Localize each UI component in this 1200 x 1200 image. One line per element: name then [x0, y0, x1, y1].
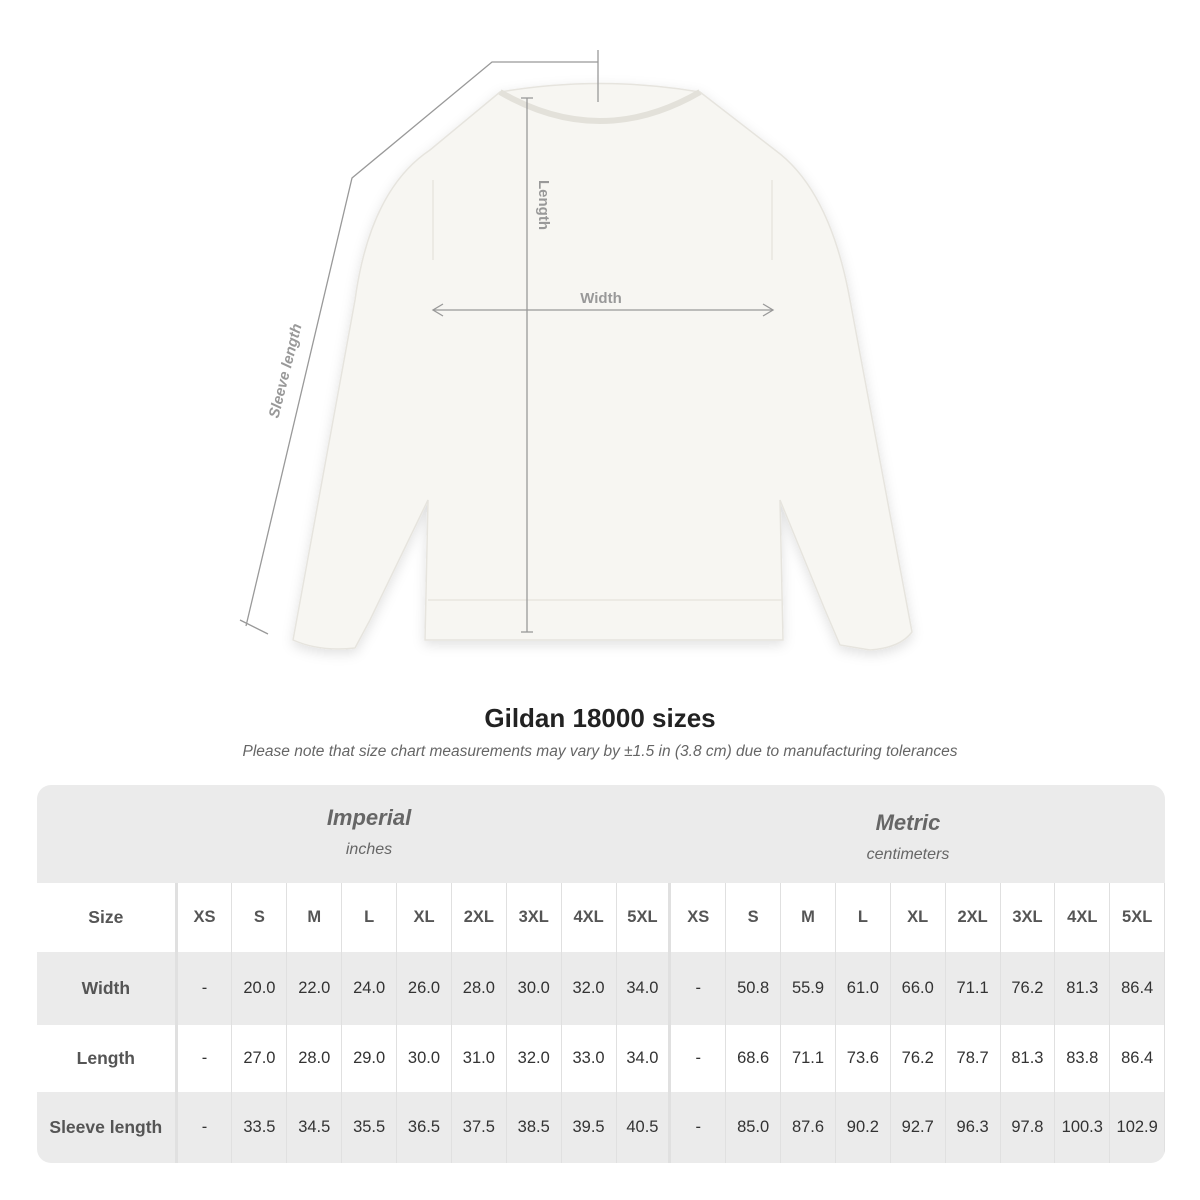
table-cell: 33.0: [562, 1025, 617, 1092]
table-cell: 97.8: [1001, 1092, 1056, 1163]
size-column-header: XS: [671, 883, 727, 952]
size-column-header: L: [836, 883, 891, 952]
metric-title: Metric: [875, 810, 941, 835]
size-header-row: Size XS S M L XL 2XL 3XL 4XL 5XL XS S M L XL 2XL 3XL 4XL 5…: [37, 883, 1165, 952]
table-cell: 55.9: [781, 952, 836, 1025]
page-title: Gildan 18000 sizes: [484, 703, 716, 733]
table-cell: 92.7: [891, 1092, 946, 1163]
table-cell: 78.7: [946, 1025, 1001, 1092]
size-column-header: 5XL: [617, 883, 672, 952]
table-cell: 34.0: [617, 1025, 672, 1092]
size-column-header: M: [287, 883, 343, 952]
imperial-unit: inches: [345, 841, 393, 858]
table-cell: 32.0: [507, 1025, 562, 1092]
size-column-header: 4XL: [562, 883, 617, 952]
table-cell: 73.6: [836, 1025, 891, 1092]
size-column-header: 5XL: [1110, 883, 1165, 952]
table-cell: 26.0: [397, 952, 452, 1025]
table-cell: 81.3: [1055, 952, 1111, 1025]
metric-header: Metric centimeters: [673, 810, 1143, 864]
table-cell: 34.5: [287, 1092, 343, 1163]
size-column-header: XL: [891, 883, 946, 952]
table-cell: -: [671, 952, 727, 1025]
table-row: Sleeve length -33.5 34.5 35.5 36.5 37.5 38.5 39…: [37, 1092, 1165, 1163]
size-column-header: 2XL: [452, 883, 507, 952]
table-cell: -: [178, 952, 233, 1025]
sweatshirt-illustration: Length Width Sleeve length: [239, 50, 913, 651]
table-cell: 27.0: [232, 1025, 288, 1092]
table-cell: 22.0: [287, 952, 343, 1025]
table-cell: 85.0: [726, 1092, 782, 1163]
imperial-title: Imperial: [326, 805, 412, 830]
sleeve-length-label: Sleeve length: [266, 322, 306, 420]
size-column-header: S: [232, 883, 288, 952]
table-cell: 68.6: [726, 1025, 782, 1092]
table-cell: 20.0: [232, 952, 288, 1025]
table-cell: -: [178, 1092, 233, 1163]
table-cell: 33.5: [232, 1092, 288, 1163]
sweatshirt: [292, 82, 913, 651]
table-cell: 83.8: [1055, 1025, 1111, 1092]
size-column-header: S: [726, 883, 782, 952]
table-cell: -: [671, 1092, 727, 1163]
size-column-header: 3XL: [507, 883, 562, 952]
size-label: Size: [37, 883, 178, 952]
table-cell: 66.0: [891, 952, 946, 1025]
width-label: Width: [580, 290, 622, 307]
table-cell: 28.0: [287, 1025, 343, 1092]
row-label: Width: [37, 952, 178, 1025]
table-cell: 34.0: [617, 952, 672, 1025]
size-column-header: 4XL: [1055, 883, 1111, 952]
metric-unit: centimeters: [866, 846, 950, 863]
table-cell: 86.4: [1110, 952, 1165, 1025]
table-cell: 71.1: [781, 1025, 836, 1092]
table-row: Length -27.0 28.0 29.0 30.0 31.0 32.0 33.0 34.0-…: [37, 1025, 1165, 1092]
table-cell: 36.5: [397, 1092, 452, 1163]
table-cell: 76.2: [891, 1025, 946, 1092]
row-label: Sleeve length: [37, 1092, 178, 1163]
imperial-header: Imperial inches: [178, 805, 560, 859]
table-row: Width -20.0 22.0 24.0 26.0 28.0 30.0 32.0 34.0-5…: [37, 952, 1165, 1025]
table-cell: -: [178, 1025, 233, 1092]
table-cell: 71.1: [946, 952, 1001, 1025]
table-cell: 86.4: [1110, 1025, 1165, 1092]
table-cell: 76.2: [1001, 952, 1056, 1025]
table-cell: 50.8: [726, 952, 782, 1025]
table-cell: 30.0: [507, 952, 562, 1025]
size-column-header: XS: [178, 883, 233, 952]
table-cell: -: [671, 1025, 727, 1092]
table-cell: 39.5: [562, 1092, 617, 1163]
table-cell: 32.0: [562, 952, 617, 1025]
size-column-header: 3XL: [1001, 883, 1056, 952]
size-column-header: M: [781, 883, 836, 952]
tolerance-note: Please note that size chart measurements…: [242, 743, 958, 760]
measurement-lines: [239, 50, 775, 635]
table-cell: 37.5: [452, 1092, 507, 1163]
table-cell: 30.0: [397, 1025, 452, 1092]
table-cell: 81.3: [1001, 1025, 1056, 1092]
table-cell: 29.0: [342, 1025, 398, 1092]
length-label: Length: [535, 180, 552, 230]
size-table: Imperial inches Metric centimeters Size X…: [37, 785, 1165, 1163]
table-cell: 100.3: [1055, 1092, 1111, 1163]
table-cell: 35.5: [342, 1092, 398, 1163]
table-cell: 96.3: [946, 1092, 1001, 1163]
size-column-header: XL: [397, 883, 452, 952]
table-cell: 31.0: [452, 1025, 507, 1092]
size-column-header: 2XL: [946, 883, 1001, 952]
table-cell: 28.0: [452, 952, 507, 1025]
size-column-header: L: [342, 883, 398, 952]
table-cell: 24.0: [342, 952, 398, 1025]
table-cell: 40.5: [617, 1092, 672, 1163]
row-label: Length: [37, 1025, 178, 1092]
table-cell: 90.2: [836, 1092, 891, 1163]
table-cell: 102.9: [1110, 1092, 1165, 1163]
table-cell: 61.0: [836, 952, 891, 1025]
table-cell: 38.5: [507, 1092, 562, 1163]
table-cell: 87.6: [781, 1092, 836, 1163]
unit-system-header: Imperial inches Metric centimeters: [37, 785, 1165, 883]
